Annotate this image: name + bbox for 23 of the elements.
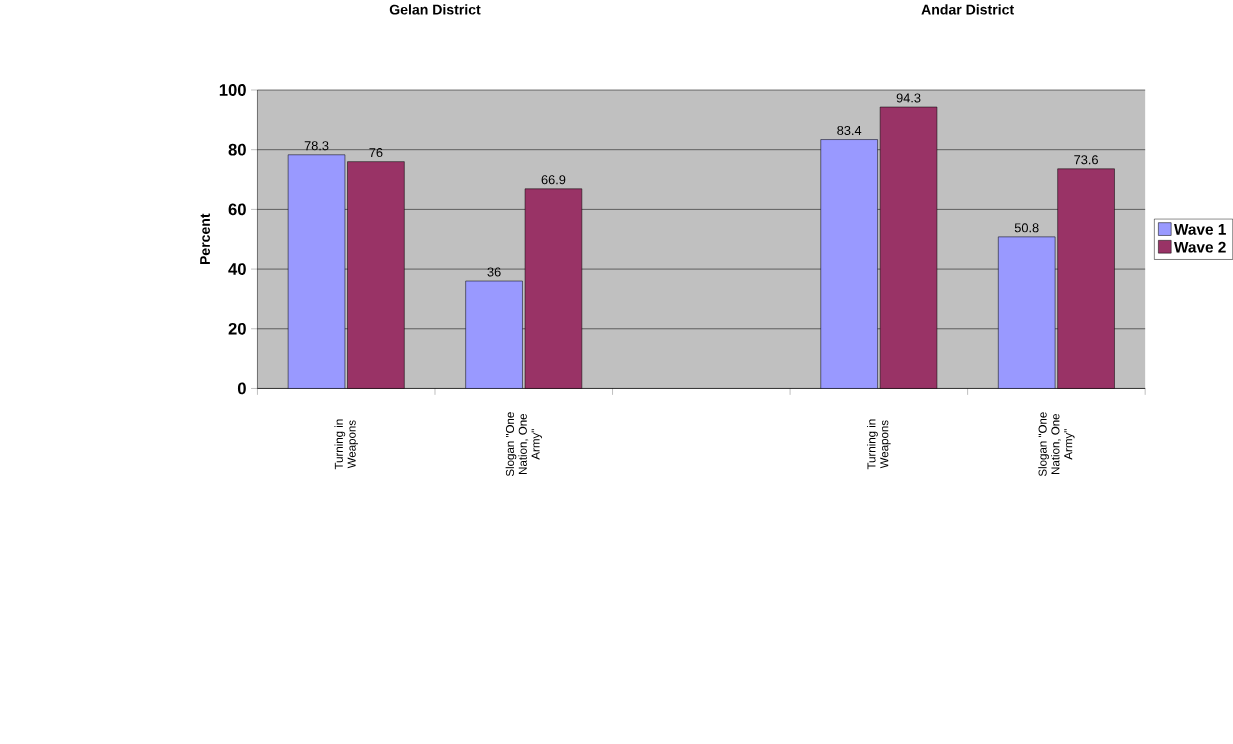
legend-label: Wave 1: [1174, 224, 1226, 235]
legend-label: Wave 2: [1174, 241, 1226, 253]
data-label: 83.4: [837, 126, 862, 136]
x-tick-label: Turning in Weapons: [867, 419, 891, 470]
y-tick-label: 80: [228, 143, 246, 156]
data-label: 76: [369, 148, 383, 158]
y-axis-title: Percent: [200, 213, 210, 265]
y-tick-label: 0: [237, 382, 246, 395]
data-label: 66.9: [541, 175, 566, 185]
y-tick-label: 40: [228, 263, 246, 276]
data-label: 36: [487, 267, 501, 277]
x-tick-label: Slogan "One Nation, One Army": [505, 412, 542, 477]
text: Andar District: [921, 4, 1014, 15]
y-tick-label: 20: [228, 323, 246, 335]
data-label: 50.8: [1014, 223, 1039, 233]
x-tick-label: Slogan "One Nation, One Army": [1038, 412, 1075, 477]
y-tick-label: 100: [219, 84, 246, 97]
y-tick-label: 60: [228, 203, 246, 216]
text: Gelan District: [389, 4, 481, 15]
x-tick-label: Turning in Weapons: [334, 419, 358, 470]
data-label: 78.3: [304, 141, 329, 151]
data-label: 94.3: [896, 93, 921, 103]
data-label: 73.6: [1074, 155, 1098, 165]
